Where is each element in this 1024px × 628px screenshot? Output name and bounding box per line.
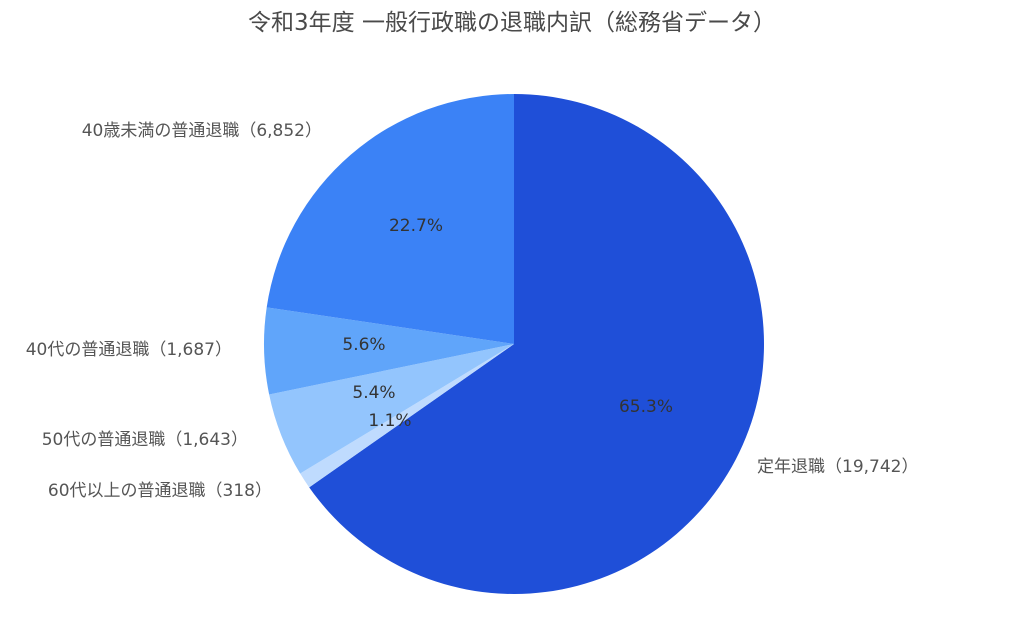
slice-percent-label: 22.7% <box>389 216 443 236</box>
pie-slice <box>309 94 765 594</box>
slice-category-label: 40代の普通退職（1,687） <box>26 340 232 360</box>
category-labels: 定年退職（19,742） 60代以上の普通退職（318） 50代の普通退職（1,64… <box>26 121 919 501</box>
slice-percent-label: 65.3% <box>619 397 673 417</box>
slice-percent-label: 5.4% <box>352 383 395 403</box>
pie-slice <box>300 344 514 488</box>
slice-percent-label: 1.1% <box>368 411 411 431</box>
pie-slices <box>263 93 765 594</box>
slice-category-label: 60代以上の普通退職（318） <box>48 481 272 501</box>
slice-percent-labels: 65.3% 1.1% 5.4% 5.6% 22.7% <box>342 216 673 431</box>
pie-slice <box>266 93 514 344</box>
slice-category-label: 40歳未満の普通退職（6,852） <box>82 121 322 141</box>
slice-category-label: 50代の普通退職（1,643） <box>42 430 248 450</box>
slice-percent-label: 5.6% <box>342 335 385 355</box>
slice-category-label: 定年退職（19,742） <box>757 457 918 477</box>
chart-title: 令和3年度 一般行政職の退職内訳（総務省データ） <box>248 10 776 36</box>
pie-slice <box>263 307 514 395</box>
pie-slice <box>269 344 514 474</box>
